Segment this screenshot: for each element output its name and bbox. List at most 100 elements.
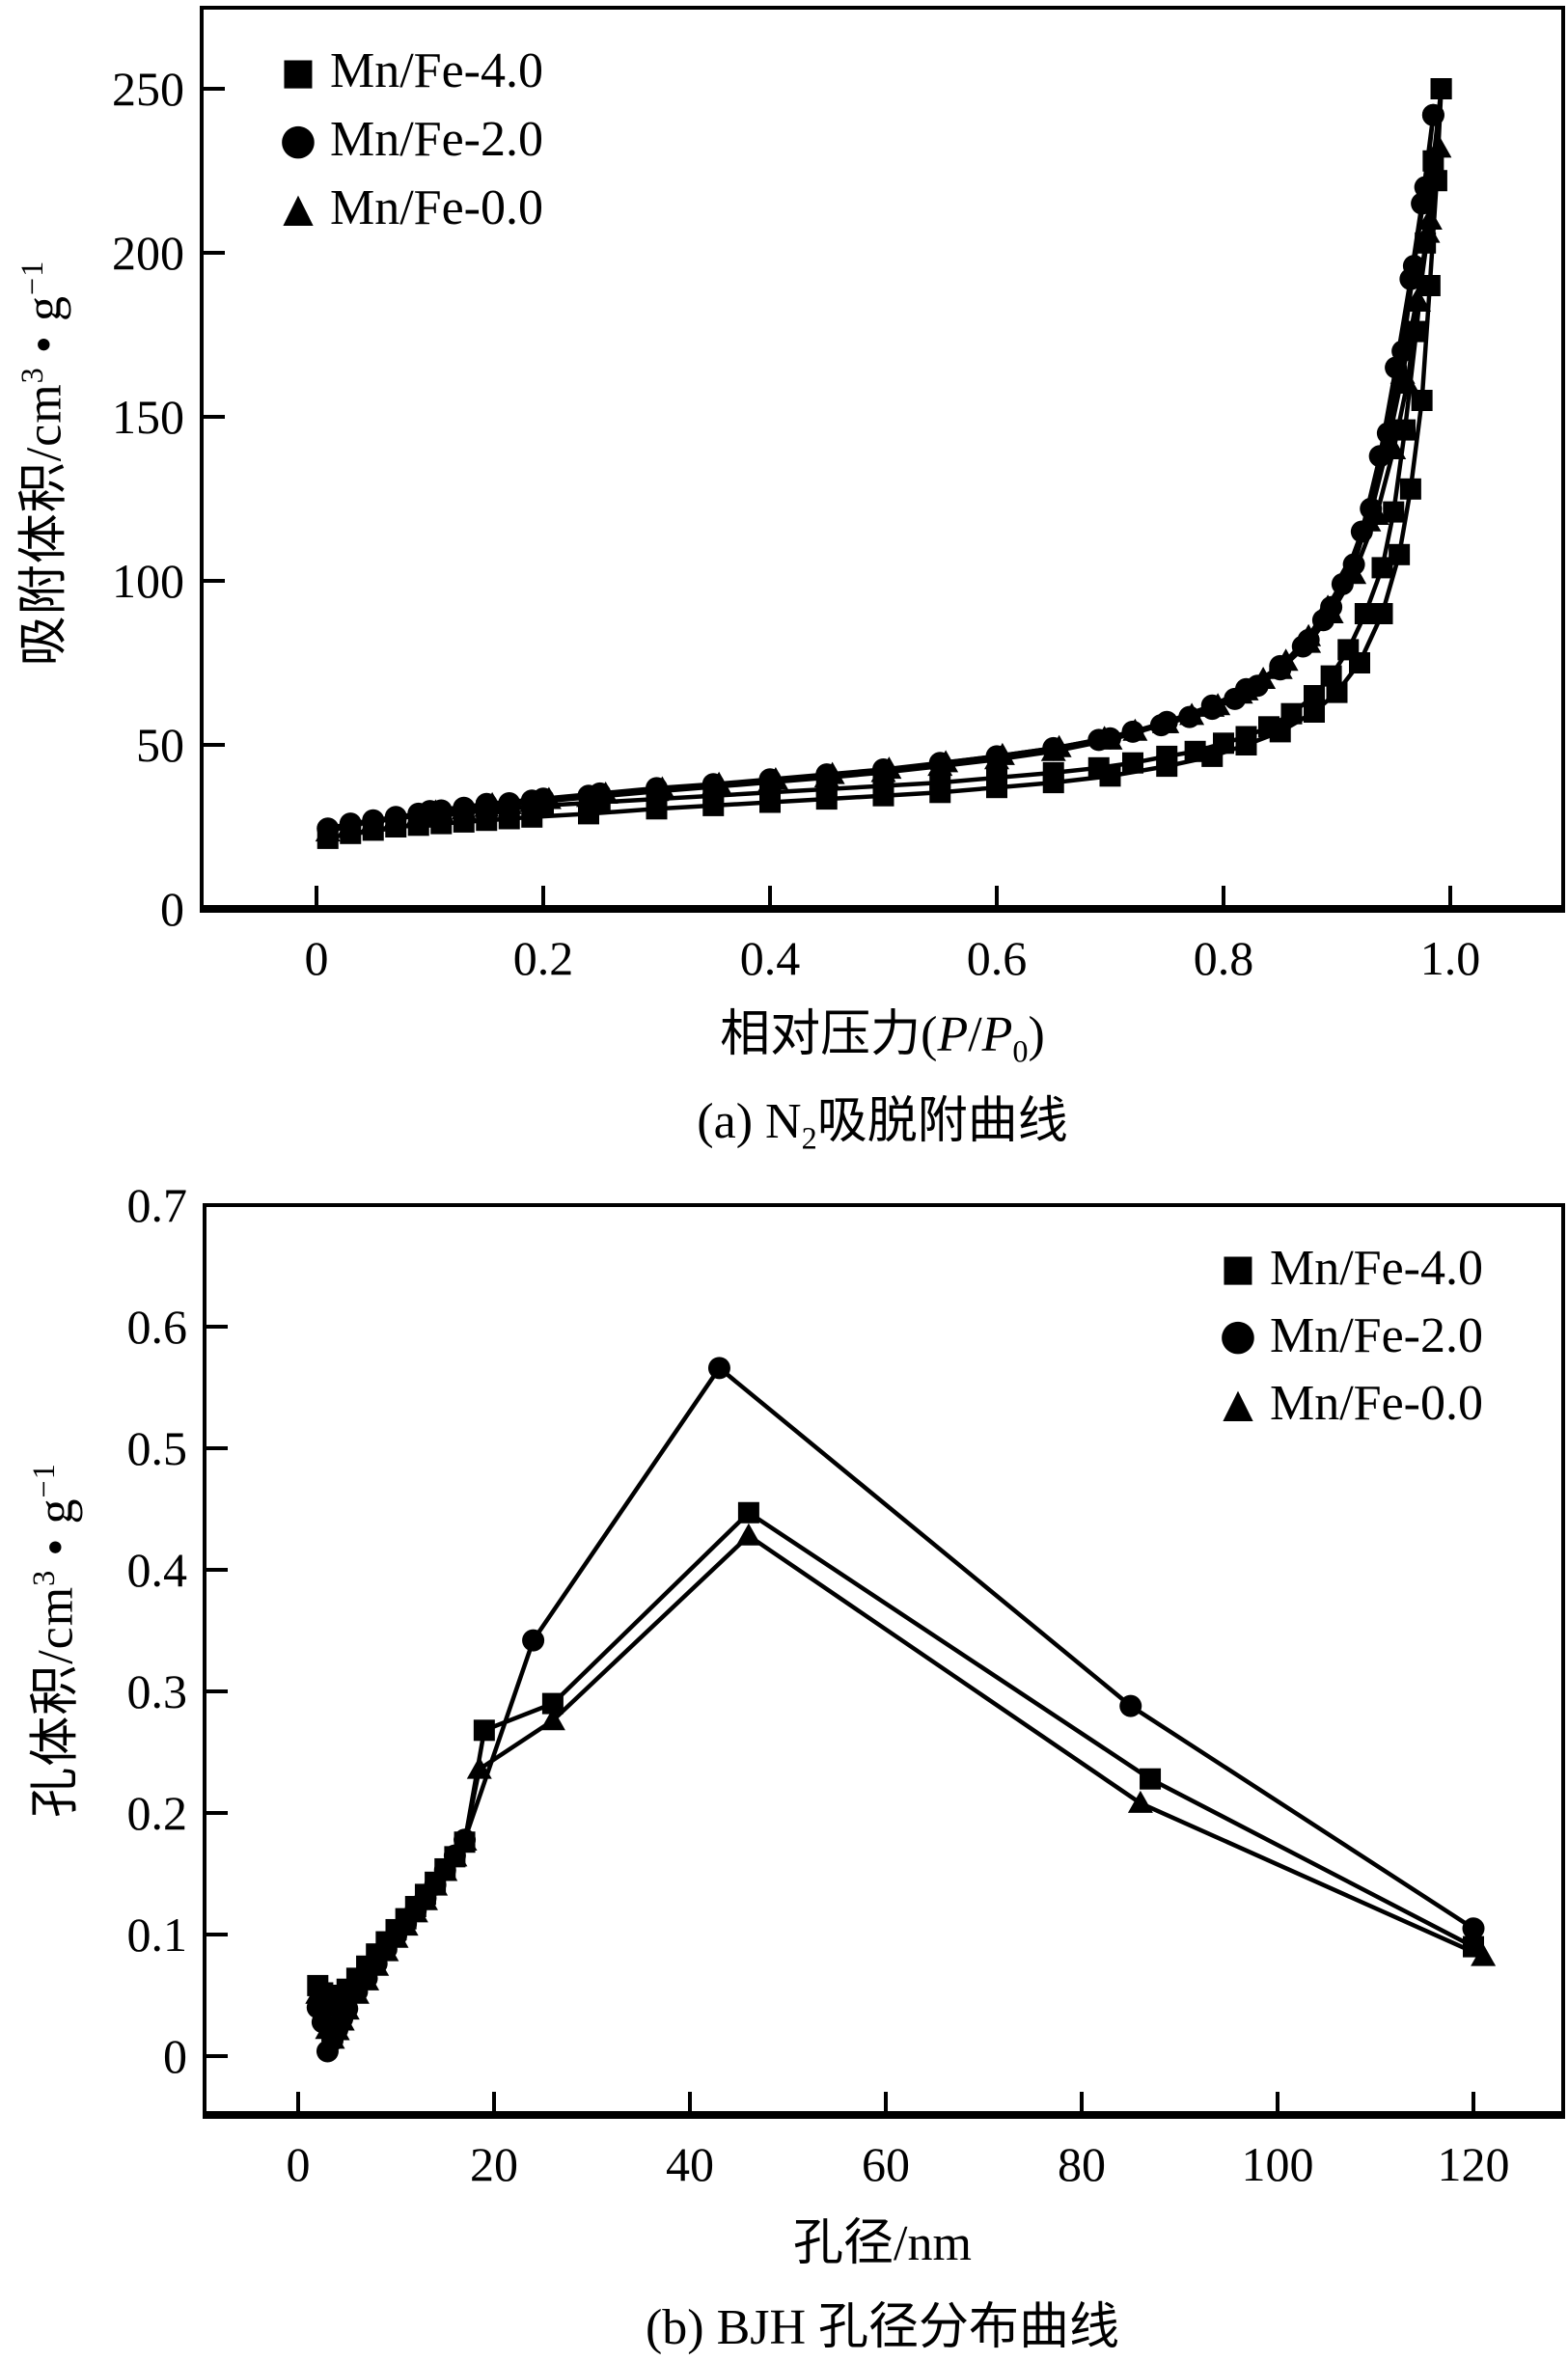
data-marker-square [1383,501,1405,523]
data-marker-triangle [1046,734,1072,757]
y-axis-label-text: • g [16,294,72,368]
data-marker-triangle [1251,667,1277,689]
x-axis-label-text: ) [1028,1007,1045,1062]
data-marker-triangle [354,1967,380,1990]
legend-label: Mn/Fe-0.0 [1270,1375,1483,1431]
y-axis-label-text: 吸附体积/cm [16,383,72,667]
x-tick-label: 120 [1438,2137,1510,2191]
data-marker-square [1430,78,1452,99]
data-marker-square [1156,745,1178,767]
x-axis-label-text: / [968,1007,982,1062]
data-marker-square [1258,716,1279,738]
legend-label: Mn/Fe-2.0 [330,112,543,167]
data-marker-circle [1421,103,1444,126]
y-axis-label-sup: 3 [14,367,50,384]
data-marker-circle [522,1629,545,1652]
x-tick-label: 40 [666,2137,714,2191]
x-axis-label-italic-p: P [981,1007,1013,1062]
y-axis-label-text: 孔体积/cm [28,1585,84,1818]
data-marker-triangle [1151,710,1177,733]
y-axis-label-sup: 3 [26,1569,62,1586]
data-marker-triangle [1122,718,1148,741]
data-marker-triangle [1127,1790,1153,1813]
data-marker-triangle [933,750,959,773]
x-tick-label: 0.8 [1194,931,1254,985]
y-tick-label: 0.3 [127,1664,188,1718]
caption-sub: 2 [801,1120,817,1156]
data-marker-triangle [1091,726,1117,749]
data-marker-square [737,1501,759,1524]
data-marker-triangle [1415,220,1441,243]
data-marker-triangle [1389,361,1416,384]
chart-b-y-axis-label: 孔体积/cm3 • g−1 [14,1463,87,1818]
data-marker-circle [707,1357,730,1380]
x-tick-label: 0.2 [513,931,574,985]
data-marker-triangle [310,1988,336,2011]
data-marker-square [1326,681,1348,703]
data-marker-triangle [383,1925,409,1948]
data-marker-triangle [338,812,364,836]
caption-text: 吸脱附曲线 [816,1094,1068,1149]
data-marker-triangle [762,767,788,790]
y-tick-label: 250 [112,62,184,116]
data-marker-square [1087,756,1110,779]
data-marker-square [1389,543,1411,565]
data-marker-square [1304,701,1325,723]
data-marker-square [541,1692,564,1715]
data-marker-square [1042,761,1064,783]
data-marker-triangle [360,809,386,832]
data-marker-square [1320,665,1342,687]
y-tick-label: 0.1 [127,1908,188,1962]
legend-item: ▲ Mn/Fe-0.0 [1212,1369,1483,1437]
data-marker-triangle [1426,135,1452,158]
chart-a-x-axis-label: 相对压力(P/P0) [202,993,1563,1069]
x-tick-label: 0 [305,931,329,985]
series-line-circle [316,1365,1475,2054]
data-marker-triangle [393,1913,419,1936]
data-marker-triangle [735,1523,761,1546]
data-marker-triangle [989,742,1015,765]
data-marker-triangle [592,782,619,804]
data-marker-triangle [536,786,562,810]
x-tick-label: 80 [1058,2137,1106,2191]
x-tick-label: 100 [1242,2137,1314,2191]
data-marker-square [986,767,1007,788]
data-marker-square [1213,732,1234,755]
y-tick-label: 0.5 [127,1421,188,1475]
chart-b-legend: ■ Mn/Fe-4.0 ● Mn/Fe-2.0 ▲ Mn/Fe-0.0 [1212,1234,1483,1437]
chart-b-caption: (b) BJH 孔径分布曲线 [202,2286,1563,2358]
data-marker-triangle [480,791,506,814]
legend-item: ▲ Mn/Fe-0.0 [272,174,543,242]
y-tick-label: 50 [136,718,184,772]
data-marker-triangle [423,799,449,822]
data-marker-triangle [402,1900,428,1923]
data-marker-triangle [1179,702,1205,726]
data-marker-triangle [706,771,732,794]
data-marker-square [1399,478,1421,500]
legend-marker-triangle-icon: ▲ [283,184,314,231]
chart-a-legend: ■ Mn/Fe-4.0 ● Mn/Fe-2.0 ▲ Mn/Fe-0.0 [272,37,543,242]
data-marker-triangle [466,1756,492,1779]
legend-label: Mn/Fe-0.0 [330,180,543,235]
data-marker-square [1122,752,1143,774]
data-marker-square [1418,275,1441,296]
y-tick-label: 0.4 [127,1543,188,1597]
data-marker-circle [1411,192,1434,215]
x-axis-label-italic-p: P [937,1007,969,1062]
data-marker-square [1280,702,1303,725]
data-marker-triangle [364,1953,390,1976]
data-marker-triangle [452,1827,478,1851]
data-marker-triangle [1403,289,1429,312]
data-marker-square [473,1719,495,1742]
data-marker-triangle [1273,648,1299,672]
data-marker-triangle [432,1858,458,1881]
data-marker-triangle [1315,594,1341,618]
y-tick-label: 200 [112,226,184,280]
data-marker-square [1304,685,1325,706]
y-tick-label: 150 [112,390,184,444]
chart-b-x-axis-label: 孔径/nm [202,2202,1563,2274]
series-line-square [327,88,1444,841]
chart-a-caption: (a) N2吸脱附曲线 [202,1080,1563,1156]
